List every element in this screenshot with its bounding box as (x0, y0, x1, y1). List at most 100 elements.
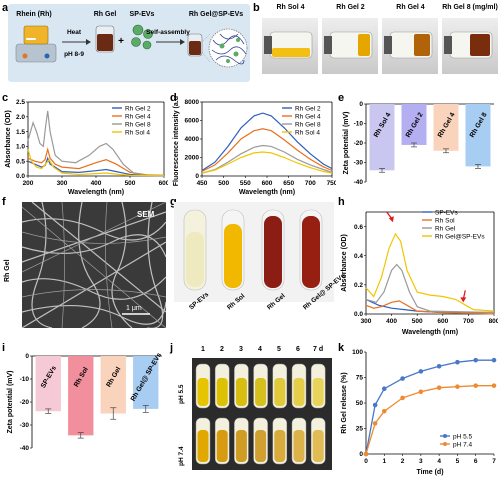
vial-photos (262, 18, 498, 74)
panel-letter-d: d (170, 92, 177, 104)
scale-bar-label: 1 μm (126, 305, 142, 312)
series-line-rh-gel-8 (27, 110, 165, 176)
panel-letter-c: c (2, 92, 9, 104)
x-tick-label: 6 (474, 458, 478, 465)
x-tick-label: 300 (57, 180, 68, 187)
x-tick-label: 200 (23, 180, 34, 187)
tube-liquid-ph-5-5 (293, 378, 305, 406)
tube-liquid-ph-5-5 (197, 378, 209, 406)
data-point (372, 421, 378, 426)
y-tick-label: 50 (356, 400, 364, 407)
photo-rh-gel-8 (442, 18, 498, 74)
x-tick-label: 600 (159, 180, 168, 187)
photo-rh-gel-2 (322, 18, 378, 74)
x-tick-label: 3 (419, 458, 423, 465)
y-axis-label: Rh Gel release (%) (341, 372, 348, 433)
data-point (491, 357, 497, 363)
tube-rows-photo (192, 358, 332, 470)
tube-row-ph-7-4 (195, 417, 326, 465)
bar (100, 356, 126, 414)
x-axis-label: Time (d) (416, 469, 443, 476)
y-tick-label: 8000 (185, 99, 200, 106)
sem-image: SEM 1 μm (22, 202, 166, 328)
day-label-2: 2 (220, 346, 224, 353)
label-rh-sol-4: Rh Sol 4 (276, 4, 305, 11)
panel-j: 1 2 3 4 5 6 7 d pH 5.5 pH 7.4 (176, 346, 334, 476)
y-tick-label: 0 (359, 101, 363, 108)
tube-row-ph-5-5 (195, 363, 326, 409)
label-sp-evs: SP-EVs (130, 11, 155, 18)
label-rh-gel-sp-evs: Rh Gel@SP-EVs (189, 11, 243, 18)
label-rh-gel: Rh Gel (94, 11, 117, 18)
label-self-assembly: Self-assembly (146, 29, 190, 36)
y-tick-label: 1.5 (16, 129, 25, 136)
tube-rh-gel (261, 209, 285, 291)
x-tick-label: 450 (197, 180, 208, 187)
y-axis-label: Absorbance (OD) (341, 234, 348, 292)
tube-liquid-ph-7-4 (197, 430, 209, 462)
legend-label: Rh Gel (435, 225, 456, 232)
legend-label: Rh Gel 4 (295, 113, 321, 120)
legend-label: Rh Gel 8 (125, 121, 151, 128)
data-point (436, 363, 442, 369)
series-line-rh-gel-4 (201, 128, 333, 172)
y-tick-label: -30 (20, 422, 30, 429)
bar (68, 356, 94, 436)
y-tick-label: 0 (25, 353, 29, 360)
tube-liquid-ph-7-4 (216, 430, 228, 462)
y-tick-label: -10 (20, 376, 30, 383)
panel-letter-h: h (338, 196, 345, 208)
arrow-heat (62, 39, 91, 45)
legend-label: Rh Gel 2 (125, 105, 151, 112)
y-tick-label: 2.5 (16, 99, 25, 106)
label-rh-gel-4: Rh Gel 4 (396, 4, 425, 11)
tube-liquid-ph-5-5 (274, 378, 286, 406)
y-axis-label: Zeta potential (mV) (7, 370, 14, 433)
legend-label: Rh Gel 8 (295, 121, 321, 128)
x-tick-label: 500 (412, 318, 423, 325)
y-tick-label: -20 (20, 399, 30, 406)
series-line-rh-gel-sp-evs (365, 232, 495, 312)
panel-a-schematic: Rhein (Rh) Heat pH 8-9 Rh Gel + SP-EVs (8, 4, 250, 82)
x-tick-label: 650 (283, 180, 294, 187)
label-rhein: Rhein (Rh) (16, 11, 51, 18)
legend-label: SP-EVs (435, 209, 459, 216)
x-tick-label: 600 (262, 180, 273, 187)
tube-liquid-ph-7-4 (312, 430, 324, 462)
label-heat: Heat (67, 29, 82, 36)
x-tick-label: 4 (437, 458, 441, 465)
panel-letter-k: k (338, 342, 345, 354)
photo-rh-gel-4 (382, 18, 438, 74)
legend-label: Rh Sol 4 (125, 129, 150, 136)
data-point (436, 385, 442, 390)
chart-c: 200 300 400 500 600 0.0 0.5 1.0 1.5 2.0 2.5 Wavelen… (5, 99, 168, 196)
x-tick-label: 5 (456, 458, 460, 465)
y-tick-label: 0 (359, 451, 363, 458)
label-rh-gel-2: Rh Gel 2 (336, 4, 365, 11)
legend-label: Rh Sol (435, 217, 455, 224)
x-tick-label: 600 (437, 318, 448, 325)
tube-rh-sol (221, 209, 245, 291)
y-tick-label: 4000 (185, 136, 200, 143)
legend-label: Rh Gel@SP-EVs (435, 233, 485, 240)
data-point (363, 451, 369, 457)
y-tick-label: -40 (354, 179, 364, 186)
sem-fibers (22, 202, 166, 328)
data-point (381, 386, 387, 392)
y-tick-label: 0.0 (354, 311, 363, 318)
data-point (418, 369, 424, 374)
data-point (455, 384, 460, 389)
day-label-3: 3 (239, 346, 243, 353)
data-point (473, 357, 479, 363)
y-axis-label: Zeta potential (mV) (343, 111, 350, 174)
panel-letter-e: e (338, 92, 345, 104)
network-zoom-icon (208, 28, 248, 68)
y-tick-label: -10 (354, 121, 364, 128)
x-tick-label: 400 (386, 318, 397, 325)
day-label-1: 1 (201, 346, 205, 353)
day-label-7: 7 d (313, 346, 324, 353)
x-tick-label: 400 (91, 180, 102, 187)
photo-rh-sol-4 (262, 18, 318, 74)
sem-label: SEM (137, 210, 155, 219)
y-tick-label: 0.5 (16, 158, 25, 165)
